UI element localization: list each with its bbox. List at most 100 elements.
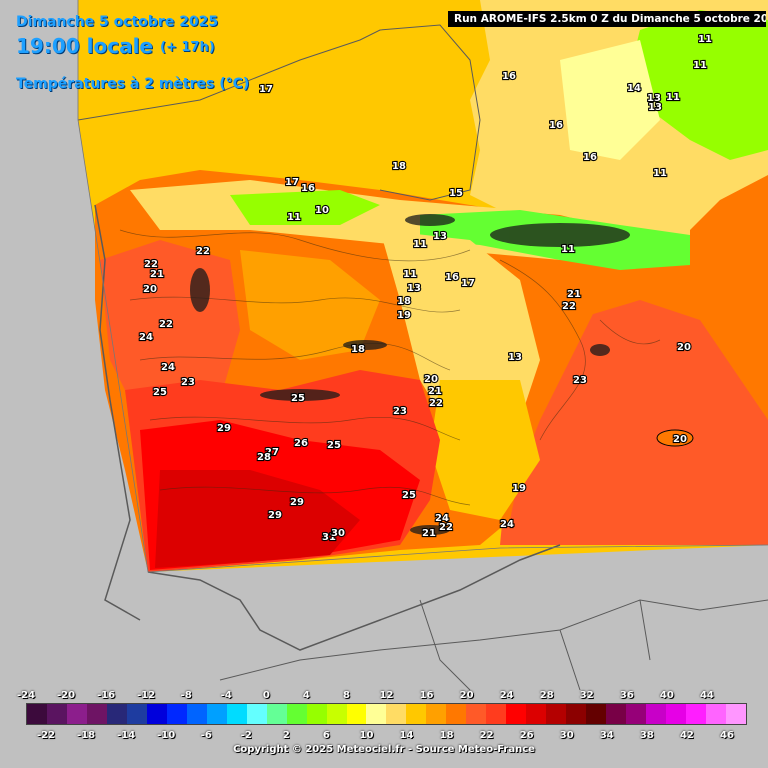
temperature-label: 11 xyxy=(287,212,301,223)
temperature-label: 18 xyxy=(351,344,365,355)
legend-tick: 20 xyxy=(459,690,474,701)
legend-swatch xyxy=(326,704,347,724)
legend-tick: -6 xyxy=(200,730,212,741)
legend-tick: -12 xyxy=(137,690,156,701)
legend-tick: 10 xyxy=(359,730,374,741)
temperature-label: 20 xyxy=(424,374,438,385)
legend-tick: 30 xyxy=(559,730,574,741)
legend-swatch xyxy=(566,704,587,724)
legend-swatch xyxy=(66,704,87,724)
temperature-label: 29 xyxy=(268,510,282,521)
meseta-orange xyxy=(240,250,380,360)
legend-tick: 38 xyxy=(639,730,654,741)
legend-swatch xyxy=(146,704,167,724)
legend-tick: 8 xyxy=(342,690,350,701)
temperature-label: 13 xyxy=(647,93,661,104)
cantabrian-green xyxy=(230,190,380,225)
legend-tick: 0 xyxy=(262,690,270,701)
temperature-label: 29 xyxy=(217,423,231,434)
legend-swatch xyxy=(266,704,287,724)
legend-swatch xyxy=(546,704,567,724)
temperature-label: 16 xyxy=(549,120,563,131)
legend-swatch xyxy=(586,704,607,724)
temperature-label: 21 xyxy=(150,269,164,280)
temperature-label: 13 xyxy=(433,231,447,242)
header-date: Dimanche 5 octobre 2025 xyxy=(16,14,219,30)
legend-tick: 18 xyxy=(439,730,454,741)
temperature-label: 21 xyxy=(567,289,581,300)
temperature-label: 17 xyxy=(259,84,273,95)
legend-tick: 24 xyxy=(499,690,514,701)
run-label: Run AROME-IFS 2.5km 0 Z du Dimanche 5 oc… xyxy=(448,11,766,27)
temperature-label: 11 xyxy=(561,244,575,255)
legend-swatch xyxy=(86,704,107,724)
legend-tick: 44 xyxy=(699,690,714,701)
temperature-label: 11 xyxy=(698,34,712,45)
legend-tick: -22 xyxy=(36,730,56,741)
legend-tick: 22 xyxy=(479,730,494,741)
legend-swatch xyxy=(526,704,547,724)
temperature-label: 20 xyxy=(673,434,687,445)
temperature-label: 31 xyxy=(322,532,336,543)
temperature-label: 22 xyxy=(429,398,443,409)
temperature-label: 22 xyxy=(159,319,173,330)
temperature-label: 17 xyxy=(461,278,475,289)
temperature-labels: 1718171611101511131113161718192222212022… xyxy=(138,33,713,544)
legend-tick: 36 xyxy=(619,690,634,701)
temperature-label: 20 xyxy=(143,284,157,295)
legend-tick: 46 xyxy=(720,730,734,741)
header-variable: Températures à 2 mètres (°C) xyxy=(16,76,250,92)
temperature-label: 22 xyxy=(144,259,158,270)
temperature-label: 16 xyxy=(502,71,516,82)
legend-swatch xyxy=(226,704,247,724)
legend-tick: -14 xyxy=(117,730,136,741)
temperature-label: 13 xyxy=(407,283,421,294)
legend-swatch xyxy=(346,704,367,724)
contour-lines xyxy=(119,229,661,506)
temperature-label: 25 xyxy=(402,490,416,501)
legend-tick: 26 xyxy=(519,730,534,741)
temperature-label: 11 xyxy=(653,168,667,179)
legend-tick: 40 xyxy=(659,690,674,701)
border-africa xyxy=(219,599,768,681)
temperature-label: 11 xyxy=(403,269,417,280)
temperature-label: 11 xyxy=(693,60,707,71)
legend-swatch xyxy=(426,704,447,724)
temperature-label: 30 xyxy=(331,528,345,539)
legend-swatch xyxy=(366,704,387,724)
temperature-label: 22 xyxy=(562,301,576,312)
temperature-label: 18 xyxy=(397,296,411,307)
legend-swatch xyxy=(606,704,627,724)
temperature-label: 16 xyxy=(583,152,597,163)
legend-tick: -2 xyxy=(240,730,252,741)
temperature-label: 19 xyxy=(512,483,526,494)
temperature-label: 24 xyxy=(139,332,153,343)
legend-tick: -24 xyxy=(16,690,36,701)
domain-boundary xyxy=(77,0,768,573)
legend-tick: 12 xyxy=(379,690,394,701)
temperature-label: 16 xyxy=(301,183,315,194)
temperature-label: 24 xyxy=(435,513,449,524)
coastline-portugal xyxy=(94,204,141,621)
legend-swatch xyxy=(486,704,507,724)
temperature-label: 21 xyxy=(428,386,442,397)
temperature-label: 11 xyxy=(666,92,680,103)
legend-tick: -10 xyxy=(157,730,176,741)
legend-swatch xyxy=(106,704,127,724)
legend-tick: -18 xyxy=(77,730,96,741)
legend-tick: -16 xyxy=(97,690,116,701)
iberia-south-hottest xyxy=(155,470,360,568)
temperature-label: 13 xyxy=(648,102,662,113)
legend-tick: 16 xyxy=(419,690,434,701)
legend-swatch xyxy=(206,704,227,724)
temperature-label: 18 xyxy=(392,161,406,172)
legend-swatch xyxy=(685,704,706,724)
temperature-label: 15 xyxy=(449,188,463,199)
temperature-label: 29 xyxy=(290,497,304,508)
legend-swatch xyxy=(406,704,427,724)
temperature-label: 21 xyxy=(422,528,436,539)
temperature-label: 25 xyxy=(327,440,341,451)
legend-swatch xyxy=(286,704,307,724)
legend-tick: -20 xyxy=(57,690,76,701)
